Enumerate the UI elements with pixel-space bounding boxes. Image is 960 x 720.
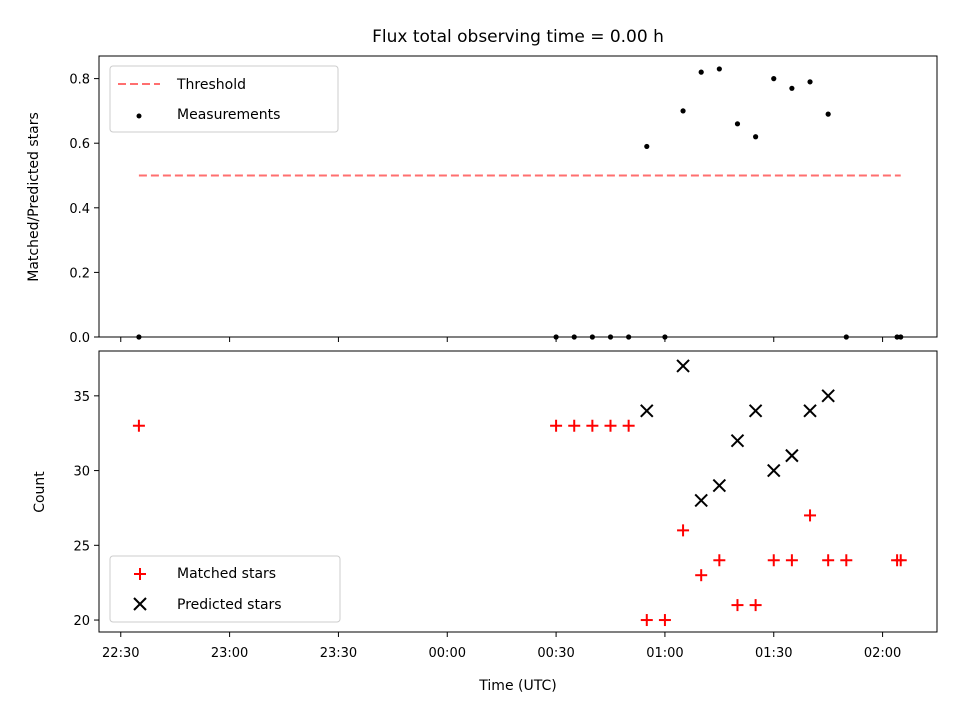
measurement-point <box>825 111 831 117</box>
measurement-point <box>607 334 614 340</box>
y-tick-label: 0.2 <box>69 266 90 281</box>
x-tick-label: 01:30 <box>755 646 792 661</box>
matched-star-point <box>804 509 817 522</box>
measurement-point <box>807 79 813 85</box>
matched-star-point <box>767 554 780 567</box>
y-tick-label: 30 <box>73 465 90 480</box>
bottom-panel: 20 25 30 35 22:30 23:00 23:30 00:00 00:30 01:00 0… <box>32 350 938 694</box>
measurement-point <box>644 143 650 150</box>
x-axis-label: Time (UTC) <box>478 678 556 694</box>
top-y-ticks: 0.0 0.2 0.4 0.6 0.8 <box>69 73 99 346</box>
predicted-star-point <box>748 404 763 418</box>
measurement-point <box>894 334 900 340</box>
measurement-points <box>136 66 904 340</box>
x-tick-label: 00:00 <box>429 646 466 661</box>
matched-star-point <box>586 419 599 432</box>
threshold-legend-label: Threshold <box>176 77 246 93</box>
x-tick-label: 23:30 <box>320 646 357 661</box>
count-points <box>132 359 907 627</box>
bottom-plot-frame <box>98 350 938 633</box>
y-tick-label: 0.0 <box>69 331 90 346</box>
measurement-point <box>589 334 595 340</box>
x-tick-label: 01:00 <box>646 646 683 661</box>
matched-star-point <box>840 554 853 567</box>
measurement-point <box>553 334 559 340</box>
measurements-legend-swatch <box>136 113 142 119</box>
measurement-point <box>571 334 577 340</box>
y-tick-label: 35 <box>73 390 90 405</box>
measurement-point <box>843 334 849 340</box>
matched-star-point <box>785 554 798 567</box>
measurement-point <box>698 69 704 75</box>
top-panel: 0.00.20.40.60.8 Matched/Predicted stars … <box>26 55 938 346</box>
y-tick-label: 25 <box>73 539 90 554</box>
x-tick-label: 02:00 <box>864 646 901 661</box>
matched-star-point <box>822 554 835 567</box>
matched-star-point <box>749 599 762 612</box>
measurement-point <box>626 334 632 340</box>
matched-star-point <box>677 524 690 537</box>
predicted-legend-swatch <box>133 597 147 611</box>
bottom-x-ticks: 22:30 23:00 23:30 00:00 00:30 01:00 01:30 02:00 <box>102 632 901 661</box>
matched-star-point <box>640 614 653 627</box>
x-tick-label: 23:00 <box>211 646 248 661</box>
predicted-star-point <box>803 404 817 418</box>
measurement-point <box>716 66 722 72</box>
measurement-point <box>753 134 759 140</box>
matched-star-point <box>604 419 617 432</box>
matched-star-point <box>568 419 581 432</box>
predicted-star-point <box>712 478 727 493</box>
matched-star-point <box>550 419 563 432</box>
y-tick-label: 20 <box>73 614 90 629</box>
predicted-legend-label: Predicted stars <box>177 597 282 613</box>
measurement-point <box>680 108 686 114</box>
matched-star-point <box>894 554 907 567</box>
measurement-point <box>898 334 904 340</box>
matched-legend-swatch <box>134 568 146 580</box>
predicted-star-point <box>640 404 654 418</box>
predicted-star-point <box>767 463 781 478</box>
measurement-point <box>771 76 777 82</box>
top-legend-box <box>109 65 339 133</box>
measurement-point <box>662 334 668 340</box>
matched-legend-label: Matched stars <box>177 566 276 582</box>
y-tick-label: 0.6 <box>69 137 90 152</box>
measurement-point <box>789 85 795 91</box>
bottom-legend-box <box>109 555 341 623</box>
x-tick-label: 22:30 <box>102 646 139 661</box>
x-tick-label: 00:30 <box>537 646 574 661</box>
chart-title: Flux total observing time = 0.00 h <box>372 27 664 47</box>
predicted-star-point <box>730 433 745 448</box>
top-legend: Threshold Measurements <box>109 65 339 133</box>
top-y-axis-label: Matched/Predicted stars <box>26 112 42 282</box>
predicted-star-point <box>785 448 799 463</box>
y-tick-label: 0.4 <box>69 202 90 217</box>
bottom-y-ticks: 20 25 30 35 <box>73 390 99 629</box>
measurements-legend-label: Measurements <box>177 107 280 123</box>
predicted-star-point <box>694 493 708 508</box>
predicted-star-point <box>821 389 835 403</box>
matched-star-point <box>622 419 635 432</box>
top-plot-frame <box>98 55 938 338</box>
measurement-point <box>734 121 741 127</box>
bottom-legend: Matched stars Predicted stars <box>109 555 341 623</box>
measurement-point <box>136 334 142 340</box>
bottom-y-axis-label: Count <box>32 471 48 513</box>
matched-star-point <box>695 569 708 582</box>
predicted-star-point <box>676 359 690 373</box>
matched-star-point <box>132 419 145 432</box>
matched-star-point <box>658 614 671 627</box>
matched-star-point <box>713 554 726 567</box>
y-tick-label: 0.8 <box>69 73 90 88</box>
matched-star-point <box>731 599 744 612</box>
top-x-ticks <box>120 337 884 342</box>
